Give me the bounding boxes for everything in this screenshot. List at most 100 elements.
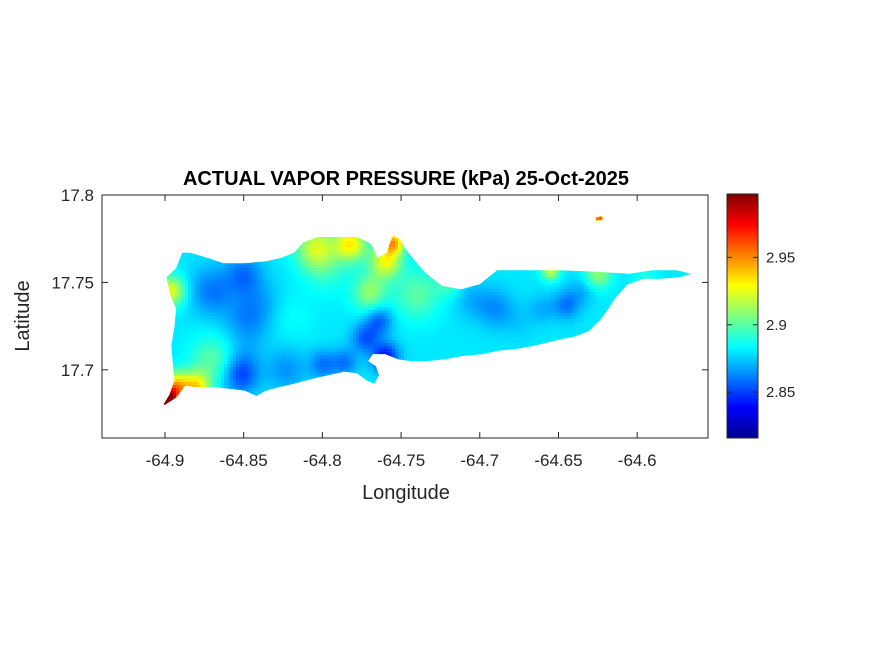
heat-cell (251, 325, 255, 329)
heat-cell (317, 256, 321, 260)
heat-cell (314, 295, 318, 299)
heat-cell (185, 265, 189, 269)
heat-cell (236, 298, 240, 302)
heat-cell (314, 259, 318, 263)
heat-cell (194, 331, 198, 335)
heat-cell (206, 376, 210, 380)
heat-cell (242, 274, 246, 278)
heat-cell (185, 319, 189, 323)
heat-cell (287, 304, 291, 308)
heat-cell (317, 289, 321, 293)
heat-cell (317, 265, 321, 269)
heat-cell (353, 244, 357, 248)
heat-cell (260, 274, 264, 278)
heat-cell (323, 355, 327, 359)
heat-cell (290, 349, 294, 353)
heat-cell (326, 289, 330, 293)
heat-cell (209, 355, 213, 359)
heat-cell (212, 310, 216, 314)
heat-cell (179, 316, 183, 320)
heat-cell (281, 268, 285, 272)
heat-cell (230, 283, 234, 287)
heat-cell (233, 328, 237, 332)
heat-cell (245, 331, 249, 335)
heat-cell (212, 352, 216, 356)
heat-cell (347, 361, 351, 365)
heat-cell (287, 346, 291, 350)
heat-cell (179, 364, 183, 368)
heat-cell (263, 310, 267, 314)
heat-cell (317, 313, 321, 317)
heat-cell (230, 331, 234, 335)
heat-cell (182, 352, 186, 356)
heat-cell (227, 373, 231, 377)
heat-cell (179, 361, 183, 365)
heat-cell (182, 256, 186, 260)
heat-cell (326, 304, 330, 308)
heat-cell (233, 334, 237, 338)
heat-cell (227, 262, 231, 266)
heat-cell (236, 265, 240, 269)
heat-cell (209, 298, 213, 302)
heat-cell (185, 325, 189, 329)
heat-cell (329, 316, 333, 320)
heat-cell (326, 265, 330, 269)
heat-cell (311, 319, 315, 323)
heat-cell (215, 295, 219, 299)
heat-cell (305, 319, 309, 323)
heat-cell (308, 274, 312, 278)
heat-cell (218, 367, 222, 371)
heat-cell (176, 385, 180, 389)
heat-cell (209, 265, 213, 269)
heat-cell (269, 382, 273, 386)
heat-cell (299, 346, 303, 350)
heat-cell (263, 286, 267, 290)
heat-cell (311, 238, 315, 242)
heat-cell (338, 292, 342, 296)
heat-cell (308, 316, 312, 320)
heat-cell (329, 292, 333, 296)
heat-cell (191, 349, 195, 353)
heat-cell (338, 262, 342, 266)
heat-cell (209, 340, 213, 344)
heat-cell (272, 304, 276, 308)
heat-cell (269, 292, 273, 296)
heat-cell (194, 316, 198, 320)
heat-cell (251, 367, 255, 371)
heat-cell (200, 385, 204, 389)
heat-cell (272, 259, 276, 263)
heat-cell (206, 310, 210, 314)
heat-cell (320, 370, 324, 374)
heat-cell (230, 325, 234, 329)
heat-cell (353, 265, 357, 269)
heat-cell (272, 280, 276, 284)
heat-cell (281, 352, 285, 356)
heat-cell (227, 283, 231, 287)
heat-cell (311, 334, 315, 338)
heat-cell (245, 301, 249, 305)
heat-cell (182, 286, 186, 290)
heat-cell (263, 313, 267, 317)
heat-cell (248, 376, 252, 380)
heat-cell (176, 370, 180, 374)
heat-cell (332, 259, 336, 263)
heat-cell (332, 295, 336, 299)
heat-cell (221, 271, 225, 275)
heat-cell (221, 364, 225, 368)
heat-cell (302, 262, 306, 266)
heat-cell (257, 367, 261, 371)
heat-cell (332, 238, 336, 242)
heat-cell (233, 298, 237, 302)
heat-cell (290, 262, 294, 266)
heat-cell (251, 292, 255, 296)
heat-cell (206, 292, 210, 296)
heat-cell (227, 307, 231, 311)
heat-cell (338, 334, 342, 338)
heat-cell (320, 268, 324, 272)
heat-cell (284, 367, 288, 371)
heat-cell (344, 301, 348, 305)
heat-cell (269, 340, 273, 344)
heat-cell (305, 265, 309, 269)
heat-cell (338, 310, 342, 314)
heat-cell (323, 268, 327, 272)
